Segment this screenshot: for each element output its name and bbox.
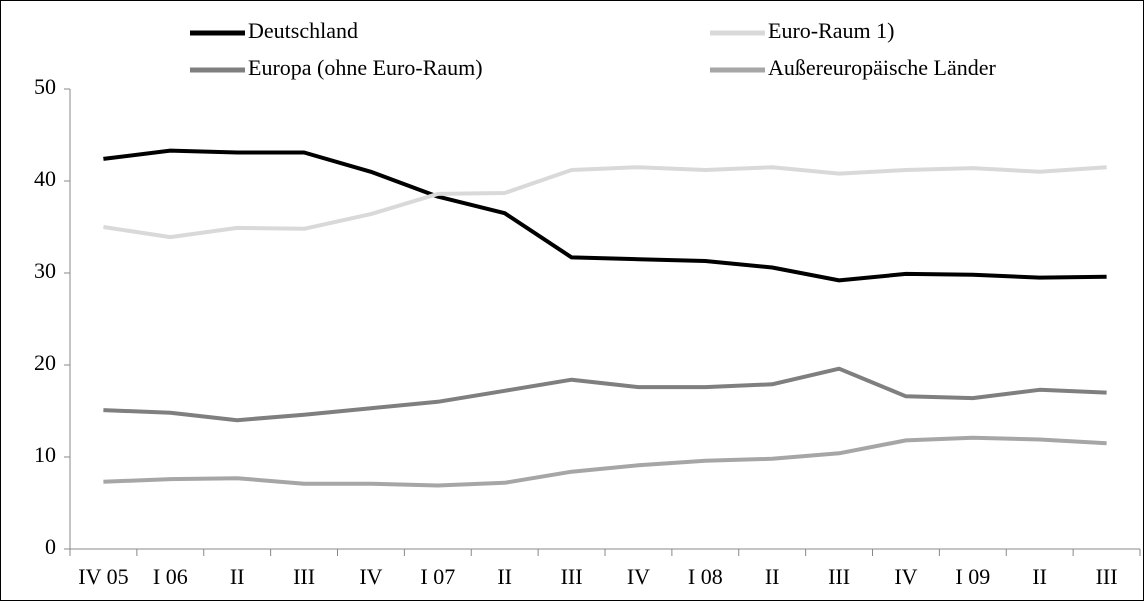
series-line xyxy=(103,148,1107,283)
x-tick-label: I 08 xyxy=(688,564,723,589)
x-tick-label: III xyxy=(293,564,315,589)
y-tick-label: 50 xyxy=(34,74,56,99)
y-tick-label: 30 xyxy=(34,258,56,283)
x-tick-label: II xyxy=(497,564,512,589)
x-tick-label: II xyxy=(765,564,780,589)
legend-label: Deutschland xyxy=(248,18,358,43)
y-tick-label: 20 xyxy=(34,350,56,375)
y-tick-label: 10 xyxy=(34,442,56,467)
series-line xyxy=(103,366,1107,423)
y-tick-label: 0 xyxy=(45,534,56,559)
legend-label: Außereuropäische Länder xyxy=(768,55,997,80)
x-tick-label: I 06 xyxy=(153,564,188,589)
x-tick-label: II xyxy=(230,564,245,589)
x-tick-label: III xyxy=(828,564,850,589)
x-tick-label: IV xyxy=(627,564,650,589)
x-tick-label: I 07 xyxy=(420,564,455,589)
x-tick-label: IV 05 xyxy=(78,564,128,589)
y-tick-label: 40 xyxy=(34,166,56,191)
x-tick-label: II xyxy=(1032,564,1047,589)
legend-label: Europa (ohne Euro-Raum) xyxy=(248,55,483,80)
series-line xyxy=(103,435,1107,488)
x-tick-label: III xyxy=(1096,564,1118,589)
x-tick-label: III xyxy=(561,564,583,589)
series-line xyxy=(103,165,1107,240)
x-tick-label: I 09 xyxy=(955,564,990,589)
legend-label: Euro-Raum 1) xyxy=(768,18,894,43)
x-tick-label: IV xyxy=(359,564,382,589)
x-tick-label: IV xyxy=(894,564,917,589)
